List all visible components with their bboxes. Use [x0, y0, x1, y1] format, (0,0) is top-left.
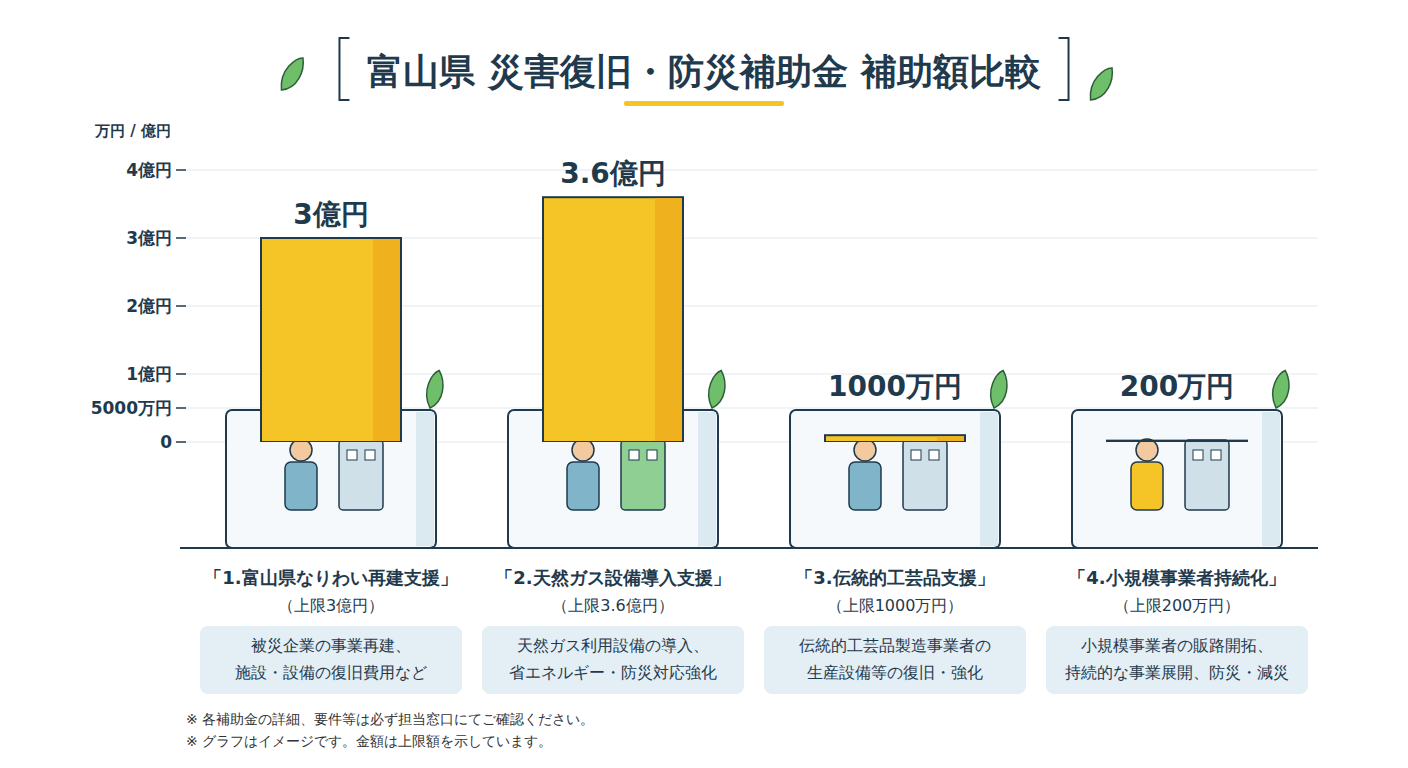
category-label: 「3.伝統的工芸品支援」 [795, 567, 994, 588]
icon-object [339, 440, 383, 510]
category-subtitle: （上限1000万円） [827, 596, 964, 615]
tick-mark [176, 373, 186, 375]
tick-mark [176, 169, 186, 171]
description-text: 被災企業の事業再建、 [251, 636, 411, 655]
description-box [764, 626, 1026, 694]
footnote: ※ 各補助金の詳細、要件等は必ず担当窓口にてご確認ください。 [186, 711, 594, 727]
bar [261, 238, 401, 442]
leaf-decoration [1263, 369, 1299, 409]
grid-line [180, 170, 1318, 171]
tick-mark [176, 305, 186, 307]
tick-label: 1億円 [126, 364, 172, 384]
illustration-card [790, 410, 1000, 548]
data-label: 3.6億円 [560, 157, 666, 190]
icon-head [854, 439, 876, 461]
icon-head [290, 439, 312, 461]
bar [543, 197, 683, 442]
category-subtitle: （上限200万円） [1114, 596, 1241, 615]
leaf-decoration [417, 369, 453, 409]
icon-detail [929, 450, 939, 460]
background [0, 0, 1408, 768]
tick-label: 3億円 [126, 228, 172, 248]
title-bracket [1059, 38, 1069, 100]
icon-body [285, 462, 317, 510]
category-label: 「2.天然ガス設備導入支援」 [495, 567, 730, 588]
description-text: 小規模事業者の販路開拓、 [1081, 636, 1273, 655]
footnote: ※ グラフはイメージです。金額は上限額を示しています。 [186, 733, 552, 749]
bar-shade [373, 239, 400, 441]
icon-detail [1193, 450, 1203, 460]
icon-head [1136, 439, 1158, 461]
card-shade [980, 412, 998, 546]
leaf-decoration [272, 56, 312, 92]
icon-detail [1211, 450, 1221, 460]
icon-object [621, 440, 665, 510]
tick-label: 5000万円 [91, 398, 172, 418]
tick-mark [176, 441, 186, 443]
illustration [567, 439, 665, 510]
bar-shade [655, 198, 682, 441]
bar [1107, 441, 1247, 442]
description-box [200, 626, 462, 694]
illustration [1131, 439, 1229, 510]
leaf-decoration [1081, 66, 1121, 102]
bar [825, 435, 965, 442]
leaf-decoration [699, 369, 735, 409]
title-underline [624, 101, 784, 106]
tick-mark [176, 237, 186, 239]
icon-body [567, 462, 599, 510]
icon-body [1131, 462, 1163, 510]
description-text: 持続的な事業展開、防災・減災 [1065, 663, 1289, 682]
card-shade [416, 412, 434, 546]
data-label: 1000万円 [828, 370, 962, 403]
tick-label: 2億円 [126, 296, 172, 316]
category-label: 「4.小規模事業者持続化」 [1068, 567, 1285, 588]
description-text: 生産設備等の復旧・強化 [807, 663, 983, 682]
icon-detail [629, 450, 639, 460]
description-text: 施設・設備の復旧費用など [235, 663, 427, 682]
tick-mark [176, 407, 186, 409]
bar-shade [937, 436, 964, 441]
category-subtitle: （上限3.6億円） [552, 596, 673, 615]
category-subtitle: （上限3億円） [278, 596, 384, 615]
icon-detail [911, 450, 921, 460]
chart: 富山県 災害復旧・防災補助金 補助額比較万円 / 億円 0 5000万円 1億円 2億円… [0, 0, 1408, 768]
y-axis-title: 万円 / 億円 [94, 122, 171, 140]
leaf-decoration [981, 369, 1017, 409]
icon-body [849, 462, 881, 510]
bars [261, 197, 1247, 442]
title-bracket [339, 38, 349, 100]
description-text: 伝統的工芸品製造事業者の [799, 636, 991, 655]
data-label: 3億円 [293, 198, 368, 231]
title: 富山県 災害復旧・防災補助金 補助額比較 [367, 51, 1040, 92]
illustration [285, 439, 383, 510]
data-label: 200万円 [1120, 370, 1234, 403]
icon-object [1185, 440, 1229, 510]
description-box [1046, 626, 1308, 694]
tick-label: 0 [160, 432, 172, 452]
card-shade [698, 412, 716, 546]
category-label: 「1.富山県なりわい再建支援」 [204, 567, 457, 588]
icon-detail [647, 450, 657, 460]
description-box [482, 626, 744, 694]
icon-detail [365, 450, 375, 460]
icon-head [572, 439, 594, 461]
description-text: 天然ガス利用設備の導入、 [517, 636, 709, 655]
description-text: 省エネルギー・防災対応強化 [509, 663, 717, 682]
tick-label: 4億円 [126, 160, 172, 180]
icon-detail [347, 450, 357, 460]
icon-object [903, 440, 947, 510]
card-shade [1262, 412, 1280, 546]
illustration-card [1072, 410, 1282, 548]
bar-shade [1219, 441, 1246, 442]
illustration [849, 439, 947, 510]
